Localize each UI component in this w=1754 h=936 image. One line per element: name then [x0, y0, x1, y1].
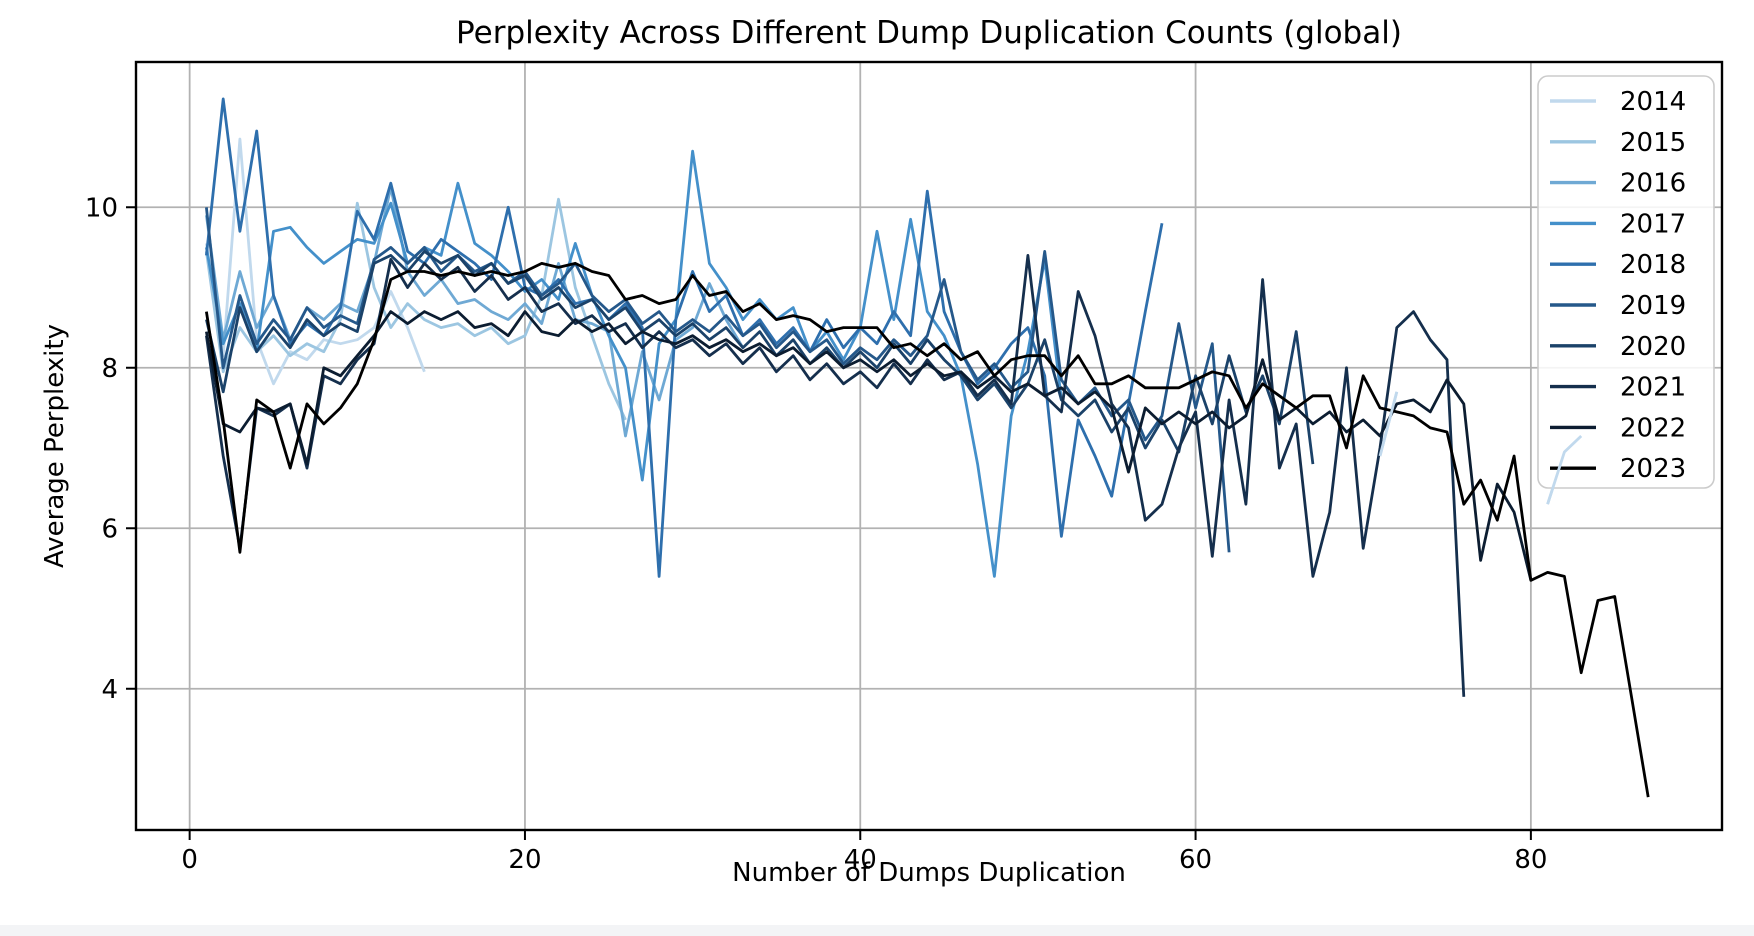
legend-label-2023: 2023	[1620, 454, 1686, 484]
series-line-2023	[205, 262, 1650, 798]
series-overlay-2014	[1378, 391, 1583, 505]
tick-label-y-4: 4	[101, 675, 118, 705]
tick-label-x-60: 60	[1179, 845, 1212, 875]
legend-label-2015: 2015	[1620, 128, 1686, 158]
legend-label-2016: 2016	[1620, 169, 1686, 199]
legend-label-2021: 2021	[1620, 373, 1686, 403]
legend-entry-2020: 2020	[1550, 332, 1686, 362]
axes-background	[136, 62, 1722, 830]
tick-label-x-0: 0	[181, 845, 198, 875]
legend-label-2019: 2019	[1620, 291, 1686, 321]
tick-label-y-8: 8	[101, 354, 118, 384]
series-line-2019	[205, 207, 1231, 553]
tick-label-y-10: 10	[85, 193, 118, 223]
series-line-2020	[205, 250, 1315, 465]
legend-entry-2023: 2023	[1550, 454, 1686, 484]
legend-label-2014: 2014	[1620, 87, 1686, 117]
legend-entry-2022: 2022	[1550, 413, 1686, 443]
legend-entry-2021: 2021	[1550, 373, 1686, 403]
legend-entry-2017: 2017	[1550, 209, 1686, 239]
series-line-2018	[205, 97, 1164, 578]
legend-label-2020: 2020	[1620, 332, 1686, 362]
axes-frame	[134, 60, 1724, 832]
bottom-edge-strip	[0, 925, 1754, 936]
tick-label-x-40: 40	[844, 845, 877, 875]
legend-entry-2019: 2019	[1550, 291, 1686, 321]
legend-entry-2014: 2014	[1550, 87, 1686, 117]
legend-label-2018: 2018	[1620, 250, 1686, 280]
tick-label-x-20: 20	[508, 845, 541, 875]
legend-label-2022: 2022	[1620, 413, 1686, 443]
y-axis-label: Average Perplexity	[40, 324, 70, 568]
chart-title: Perplexity Across Different Dump Duplica…	[456, 15, 1402, 51]
legend-label-2017: 2017	[1620, 209, 1686, 239]
tick-label-y-6: 6	[101, 514, 118, 544]
legend-entry-2018: 2018	[1550, 250, 1686, 280]
x-axis-label: Number of Dumps Duplication	[732, 858, 1126, 888]
series-line-2015	[205, 197, 627, 421]
tick-label-x-80: 80	[1514, 845, 1547, 875]
legend-entry-2016: 2016	[1550, 169, 1686, 199]
legend: 2014 2015 2016 2017 2018 2019 2020 2021 2022 2023	[1537, 75, 1715, 489]
legend-entry-2015: 2015	[1550, 128, 1686, 158]
series-line-2022	[205, 310, 1533, 581]
